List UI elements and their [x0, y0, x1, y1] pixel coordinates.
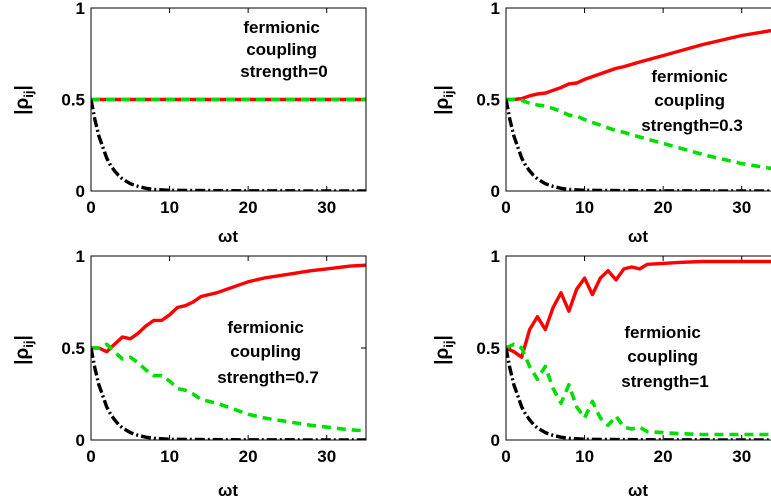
panel-4: |ρij| ωt 0 10 20 30 0 0.5 1 fermionic coupling… [432, 247, 771, 500]
panel-4-x-tick-label: 10 [575, 447, 594, 466]
panel-1-y-tick-label: 0 [76, 182, 85, 201]
panel-3: |ρij| ωt 0 10 20 30 0 0.5 1 fermionic coupling… [12, 247, 367, 500]
panel-4-y-tick-label: 1 [491, 247, 500, 266]
panel-3-annotation: fermionic coupling strength=0.7 [217, 318, 319, 387]
panel-3-ticks: 0 10 20 30 0 0.5 1 [61, 247, 366, 466]
svg-text:|ρij|: |ρij| [12, 335, 36, 365]
panel-4-x-tick-label: 0 [501, 447, 510, 466]
panel-3-series-dashed [91, 342, 366, 433]
panel-3-y-tick-label: 0.5 [61, 339, 85, 358]
panel-3-series-dashdot [91, 347, 366, 440]
panel-1-x-tick-label: 30 [317, 198, 336, 217]
panel-1-axes-frame [90, 7, 367, 192]
panel-2-axes-frame [505, 7, 771, 192]
panel-1-annotation: fermionic coupling strength=0 [240, 18, 327, 81]
panel-2-ticks: 0 10 20 30 0 0.5 1 [476, 0, 751, 217]
panel-1-y-axis-label: |ρij| [12, 85, 36, 115]
panel-4-plot-content [506, 259, 771, 440]
panel-3-y-axis-label: |ρij| [12, 335, 36, 365]
panel-3-axes-frame [90, 255, 367, 441]
panel-2-x-tick-label: 0 [501, 198, 510, 217]
svg-text:|ρij|: |ρij| [432, 335, 456, 365]
panel-2-annotation: fermionic coupling strength=0.3 [641, 67, 743, 135]
panel-1-x-tick-label: 10 [160, 198, 179, 217]
panel-1-series-dashdot [91, 99, 366, 191]
panel-4-series-dashed [506, 342, 771, 437]
panel-2: |ρij| ωt 0 10 20 30 0 0.5 1 fermionic coupling… [432, 0, 771, 246]
panel-1-x-tick-label: 0 [86, 198, 95, 217]
panel-4-y-tick-label: 0.5 [476, 339, 500, 358]
panel-3-x-axis-label: ωt [218, 481, 238, 500]
panel-1: |ρij| ωt 0 10 20 30 0 0.5 1 fermionic coupling… [12, 0, 367, 246]
panel-3-x-tick-label: 20 [239, 447, 258, 466]
panel-2-series-solid [506, 28, 771, 102]
panel-4-axes-frame [505, 255, 771, 441]
panel-4-series-dashdot [506, 347, 771, 440]
panel-2-y-axis-label: |ρij| [432, 85, 456, 115]
panel-4-annotation: fermionic coupling strength=1 [621, 323, 708, 391]
panel-3-plot-content [91, 263, 366, 440]
panel-1-y-tick-label: 0.5 [61, 91, 85, 110]
panel-2-y-tick-label: 0.5 [476, 91, 500, 110]
panel-2-x-axis-label: ωt [628, 227, 648, 246]
panel-3-x-tick-label: 0 [86, 447, 95, 466]
panel-4-x-tick-label: 20 [654, 447, 673, 466]
panel-2-y-tick-label: 1 [491, 0, 500, 18]
panel-4-y-axis-label: |ρij| [432, 335, 456, 365]
panel-3-y-tick-label: 0 [76, 431, 85, 450]
panel-3-y-tick-label: 1 [76, 247, 85, 266]
panel-1-ticks: 0 10 20 30 0 0.5 1 [61, 0, 366, 217]
panel-2-x-tick-label: 10 [575, 198, 594, 217]
panel-4-x-axis-label: ωt [628, 481, 648, 500]
panel-2-series-dashed [506, 97, 771, 171]
panel-3-series-solid [91, 263, 366, 354]
panel-2-plot-content [506, 28, 771, 191]
panel-1-x-axis-label: ωt [218, 227, 238, 246]
panel-1-x-tick-label: 20 [239, 198, 258, 217]
panel-2-x-tick-label: 30 [732, 198, 751, 217]
panel-2-x-tick-label: 20 [654, 198, 673, 217]
panel-2-y-tick-label: 0 [491, 182, 500, 201]
panel-1-y-tick-label: 1 [76, 0, 85, 18]
panel-2-series-dashdot [506, 99, 771, 191]
panel-1-plot-content [91, 97, 366, 191]
svg-text:|ρij|: |ρij| [432, 85, 456, 115]
panel-4-series-solid [506, 259, 771, 359]
panel-4-x-tick-label: 30 [732, 447, 751, 466]
panel-4-y-tick-label: 0 [491, 431, 500, 450]
panel-3-x-tick-label: 30 [317, 447, 336, 466]
svg-text:|ρij|: |ρij| [12, 85, 36, 115]
panel-3-x-tick-label: 10 [160, 447, 179, 466]
